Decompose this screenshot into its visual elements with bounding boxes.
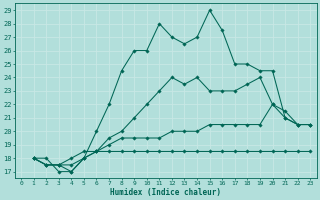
X-axis label: Humidex (Indice chaleur): Humidex (Indice chaleur) bbox=[110, 188, 221, 197]
